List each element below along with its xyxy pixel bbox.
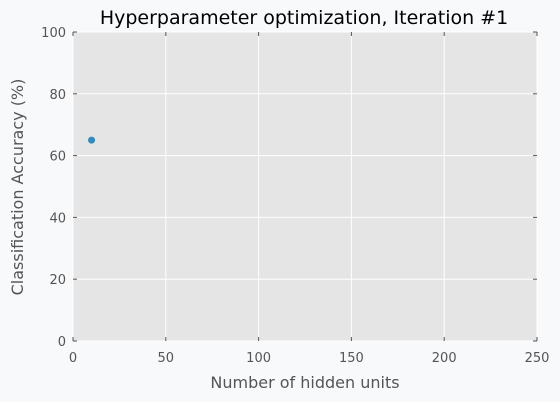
x-tick-label: 250: [525, 351, 550, 366]
x-tick-label: 50: [158, 351, 175, 366]
data-point: [88, 136, 96, 144]
grid-lines: [72, 31, 538, 342]
x-axis-label: Number of hidden units: [210, 373, 399, 392]
data-points: [88, 136, 96, 144]
x-tick-label: 150: [339, 351, 364, 366]
x-tick-label: 100: [246, 351, 271, 366]
axis-ticks: 0 50 100 150 200 250 0 20 40 60 80 100: [41, 26, 549, 366]
y-tick-label: 40: [49, 211, 66, 226]
y-tick-label: 80: [49, 88, 66, 103]
y-tick-label: 20: [49, 273, 66, 288]
y-axis-label: Classification Accuracy (%): [8, 79, 27, 296]
y-tick-label: 0: [58, 335, 66, 350]
y-tick-label: 60: [49, 150, 66, 165]
x-tick-label: 200: [432, 351, 457, 366]
chart-title: Hyperparameter optimization, Iteration #…: [100, 7, 508, 29]
x-tick-label: 0: [69, 351, 77, 366]
y-tick-label: 100: [41, 26, 66, 41]
plot-area: [73, 32, 537, 341]
